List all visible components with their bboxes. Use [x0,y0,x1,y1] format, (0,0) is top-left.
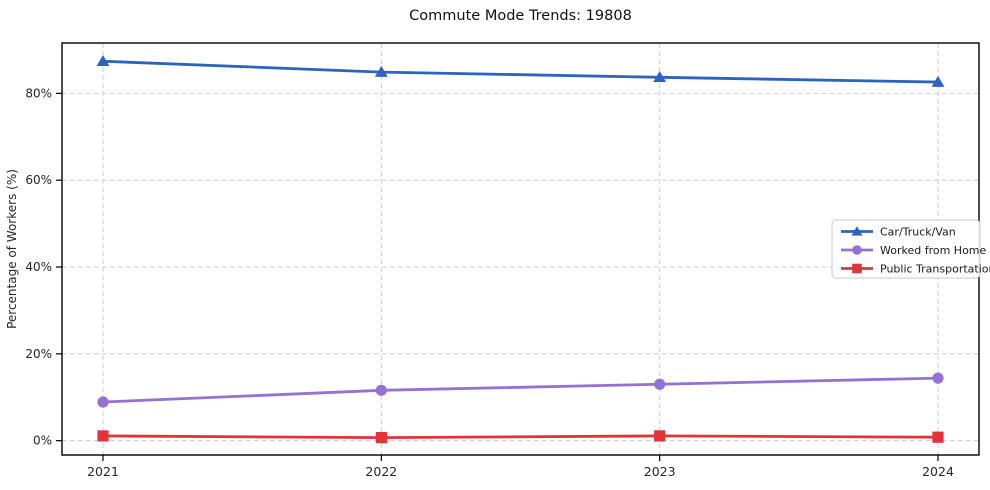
legend-marker-car-truck-van [851,226,863,236]
series-line-public-transportation [101,434,940,440]
x-tick-label: 2021 [87,464,119,479]
series-line-car-truck-van [101,59,940,84]
marker-public-transportation [654,430,666,442]
y-axis-label: Percentage of Workers (%) [5,169,19,329]
x-tick-label: 2023 [644,464,676,479]
x-tick-label: 2024 [922,464,954,479]
y-tick-label: 80% [25,86,52,100]
series-line-worked-from-home [101,376,940,404]
legend-label-worked-from-home: Worked from Home [880,244,987,257]
marker-worked-from-home [932,372,944,384]
x-tick-label: 2022 [365,464,397,479]
legend-marker-worked-from-home [852,245,862,255]
marker-car-truck-van [374,65,388,77]
y-tick-label: 40% [25,260,52,274]
legend-box [831,219,981,279]
chart-title: Commute Mode Trends: 19808 [409,8,632,24]
marker-car-truck-van [653,71,667,83]
y-tick-label: 60% [25,173,52,187]
marker-worked-from-home [375,384,387,396]
marker-car-truck-van [96,55,110,66]
marker-public-transportation [932,431,944,443]
legend-label-public-transportation: Public Transportation [880,263,990,276]
legend-label-car-truck-van: Car/Truck/Van [880,226,956,239]
marker-car-truck-van [931,75,945,87]
legend-marker-public-transportation [852,263,862,274]
marker-public-transportation [97,430,109,442]
marker-worked-from-home [97,396,109,408]
marker-worked-from-home [654,378,666,390]
y-tick-label: 20% [25,347,52,361]
marker-public-transportation [375,432,387,444]
y-tick-label: 0% [33,434,52,448]
